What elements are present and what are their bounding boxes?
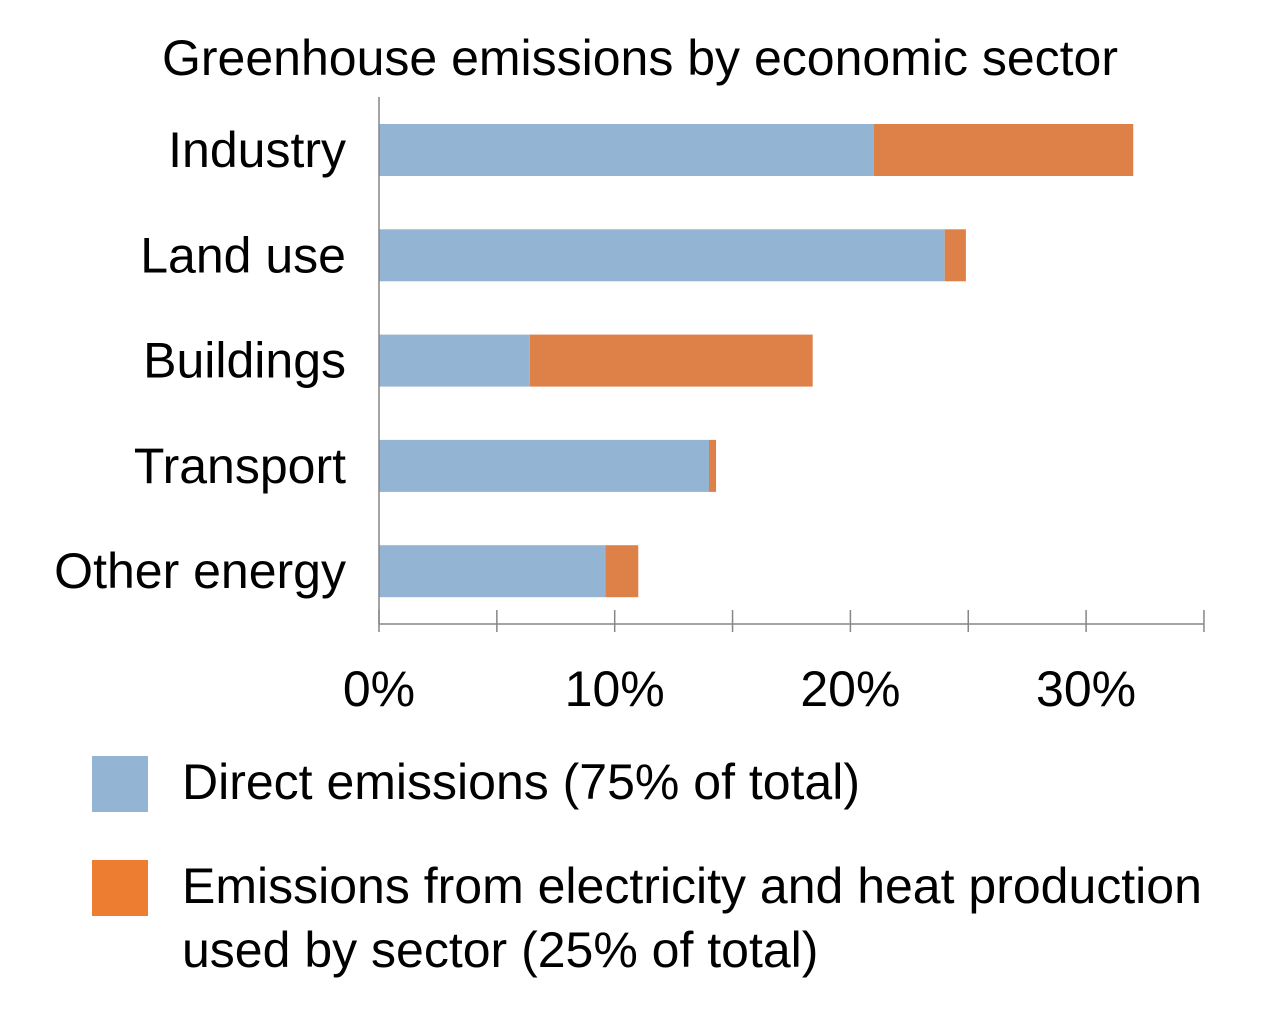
bar-other-energy-series-0 <box>379 545 606 598</box>
bar-land-use-series-1 <box>944 229 966 282</box>
category-label-other-energy: Other energy <box>54 543 346 599</box>
bar-land-use-series-0 <box>379 229 945 282</box>
legend-label-direct: Direct emissions (75% of total) <box>182 754 861 810</box>
legend-swatch-electricity-heat <box>92 860 148 916</box>
category-label-buildings: Buildings <box>143 333 346 389</box>
x-tick-label-20: 20% <box>800 661 900 717</box>
category-label-industry: Industry <box>168 122 346 178</box>
category-label-transport: Transport <box>134 438 346 494</box>
bar-buildings-series-1 <box>529 334 813 387</box>
category-label-land-use: Land use <box>140 227 346 283</box>
x-tick-label-30: 30% <box>1036 661 1136 717</box>
bar-industry-series-0 <box>379 124 874 176</box>
bar-other-energy-series-1 <box>605 545 639 598</box>
bar-industry-series-1 <box>873 124 1134 176</box>
bar-transport-series-0 <box>379 439 709 492</box>
x-tick-label-0: 0% <box>343 661 415 717</box>
bar-buildings-series-0 <box>379 334 530 387</box>
legend-label-electricity-heat: Emissions from electricity and heat prod… <box>182 858 1202 978</box>
chart-title: Greenhouse emissions by economic sector <box>161 30 1118 86</box>
bar-transport-series-1 <box>708 439 717 492</box>
legend-swatch-direct <box>92 756 148 812</box>
x-tick-label-10: 10% <box>565 661 665 717</box>
